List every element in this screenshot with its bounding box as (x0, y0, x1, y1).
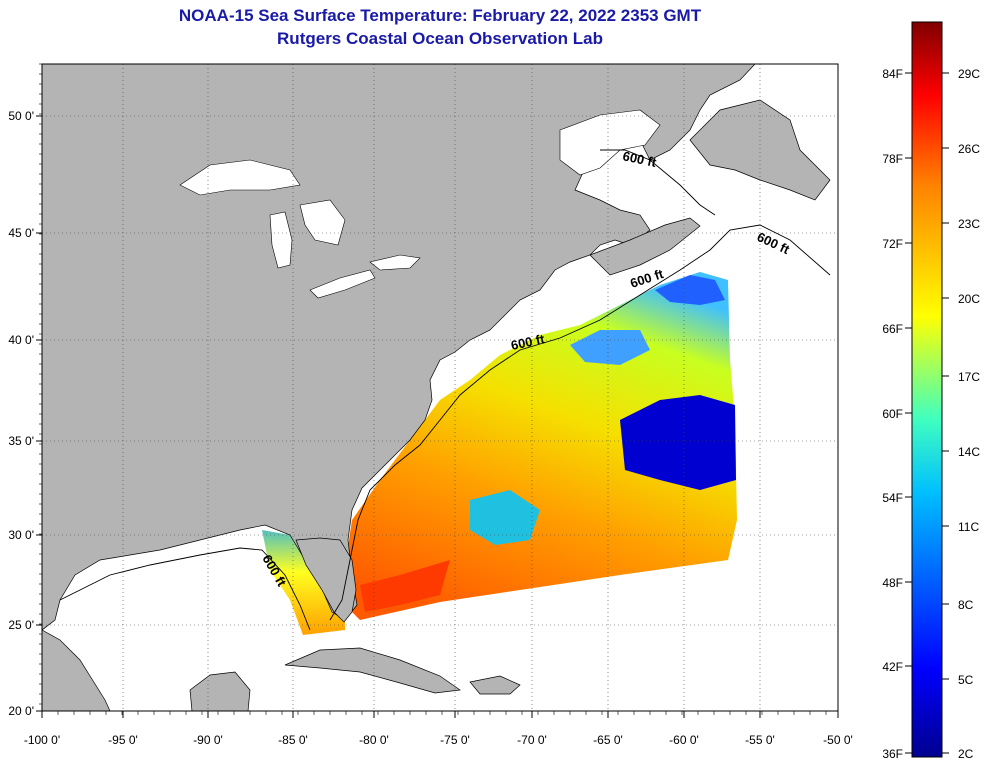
lake-huron (299, 199, 346, 246)
cb-f-label: 54F (882, 491, 903, 505)
lon-tick-label: -100 0' (24, 733, 60, 747)
cb-f-label: 60F (882, 407, 903, 421)
lat-tick-label: 50 0' (8, 109, 34, 123)
sst-warm-gulfstream (360, 560, 450, 612)
colorbar-fahrenheit-labels: 84F 78F 72F 66F 60F 54F 48F 42F 36F (882, 67, 912, 761)
lon-tick-label: -75 0' (440, 733, 470, 747)
sst-cold-patch-north (655, 275, 725, 305)
sst-cool-patch-south (470, 490, 540, 545)
cb-f-label: 72F (882, 237, 903, 251)
latitude-axis: 50 0' 45 0' 40 0' 35 0' 30 0' 25 0' 20 0' (8, 63, 42, 718)
sst-cold-patch-east (620, 395, 736, 490)
lat-tick-label: 25 0' (8, 618, 34, 632)
longitude-axis: -100 0' -95 0' -90 0' -85 0' -80 0' -75 0' -70… (24, 711, 853, 747)
lat-tick-label: 30 0' (8, 528, 34, 542)
sst-data-swath (340, 272, 737, 620)
colorbar-celsius-labels: 29C 26C 23C 20C 17C 14C 11C 8C 5C 2C (942, 67, 980, 761)
cb-c-label: 11C (958, 520, 979, 534)
sst-florida-shelf (262, 530, 345, 635)
cb-c-label: 29C (958, 67, 980, 81)
contour-600ft-line (329, 224, 831, 621)
cb-c-label: 14C (958, 445, 980, 459)
lake-superior (179, 159, 301, 196)
map-subtitle: Rutgers Coastal Ocean Observation Lab (277, 29, 603, 48)
lon-tick-label: -95 0' (108, 733, 138, 747)
land-newfoundland (689, 99, 831, 201)
plot-frame (41, 63, 839, 712)
cb-c-label: 8C (958, 598, 974, 612)
cb-c-label: 26C (958, 142, 980, 156)
lon-tick-label: -65 0' (593, 733, 623, 747)
cb-c-label: 20C (958, 292, 980, 306)
lat-tick-label: 40 0' (8, 333, 34, 347)
cb-f-label: 42F (882, 660, 903, 674)
cb-f-label: 84F (882, 67, 903, 81)
colorbar (911, 21, 943, 758)
contour-600ft-gulf (59, 547, 311, 631)
land-nova-scotia (589, 217, 701, 276)
contour-600ft-north (600, 149, 716, 216)
cb-f-label: 78F (882, 152, 903, 166)
cb-f-label: 36F (882, 747, 903, 761)
cb-c-label: 5C (958, 673, 974, 687)
lon-tick-label: -80 0' (359, 733, 389, 747)
lon-tick-label: -85 0' (278, 733, 308, 747)
lat-tick-label: 20 0' (8, 704, 34, 718)
cb-f-label: 48F (882, 576, 903, 590)
lake-michigan (269, 211, 293, 269)
cb-f-label: 66F (882, 322, 903, 336)
lake-erie (309, 269, 376, 299)
contour-label-north: 600 ft (621, 148, 658, 170)
gulf-of-st-lawrence (559, 109, 661, 176)
graticule (42, 64, 838, 711)
sst-cool-patch-shelf (570, 330, 650, 365)
cb-c-label: 17C (958, 370, 980, 384)
lon-tick-label: -70 0' (517, 733, 547, 747)
land-cuba (284, 647, 461, 694)
lon-tick-label: -55 0' (745, 733, 775, 747)
lon-tick-label: -50 0' (823, 733, 853, 747)
lat-tick-label: 35 0' (8, 434, 34, 448)
lon-tick-label: -60 0' (669, 733, 699, 747)
land-yucatan (189, 671, 251, 711)
lon-tick-label: -90 0' (193, 733, 223, 747)
lake-ontario (369, 254, 421, 271)
map-title: NOAA-15 Sea Surface Temperature: Februar… (178, 6, 702, 25)
contour-label-mid-atlantic: 600 ft (510, 331, 547, 353)
land-mexico (42, 629, 111, 711)
lat-tick-label: 45 0' (8, 226, 34, 240)
cb-c-label: 23C (958, 217, 980, 231)
cb-c-label: 2C (958, 747, 974, 761)
land-hispaniola (469, 675, 521, 695)
